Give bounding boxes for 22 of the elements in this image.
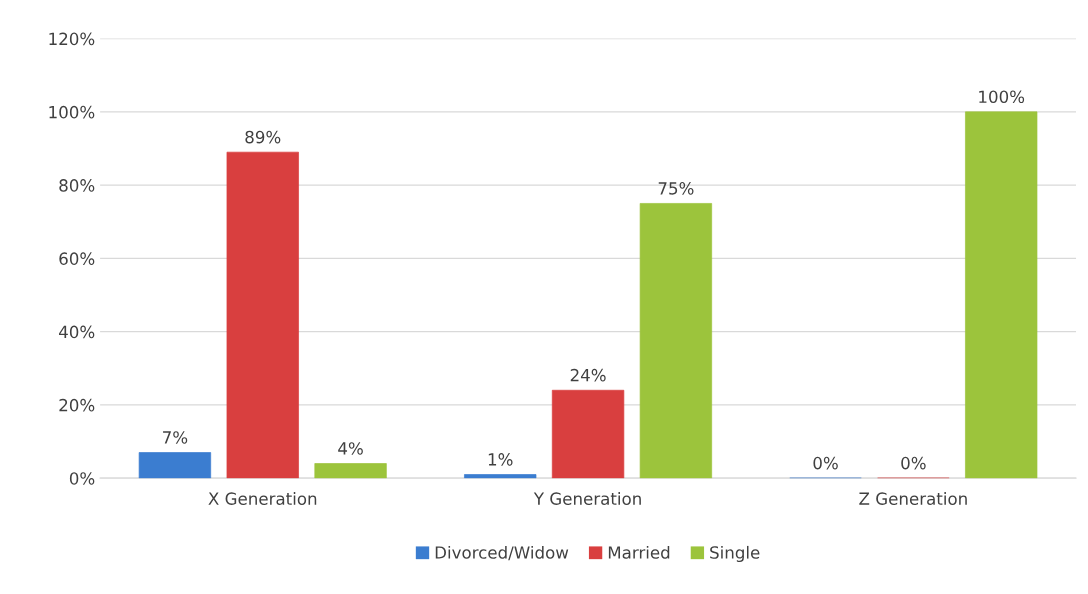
y-tick-label: 120% (49, 32, 95, 46)
data-label: 1% (488, 453, 513, 466)
y-tick-label: 80% (59, 179, 95, 192)
data-label: 4% (338, 442, 363, 455)
legend-label: Single (710, 545, 760, 563)
data-label: 7% (163, 431, 188, 444)
data-label: 0% (901, 456, 926, 470)
data-label: 75% (658, 182, 694, 195)
y-tick-label: 0% (69, 472, 95, 485)
y-tick-label: 40% (59, 325, 95, 339)
data-label: 100% (979, 90, 1025, 104)
y-tick-label: 60% (59, 252, 95, 265)
x-tick-label: Z Generation (859, 492, 967, 505)
legend-label: Divorced/Widow (435, 545, 569, 561)
data-label: 0% (813, 456, 838, 470)
data-label: 24% (570, 368, 606, 382)
data-label: 89% (245, 130, 281, 144)
y-tick-label: 100% (49, 105, 95, 119)
legend-label: Married (608, 545, 670, 559)
x-tick-label: Y Generation (533, 492, 641, 505)
x-tick-label: X Generation (208, 492, 317, 505)
y-tick-label: 20% (59, 398, 95, 412)
